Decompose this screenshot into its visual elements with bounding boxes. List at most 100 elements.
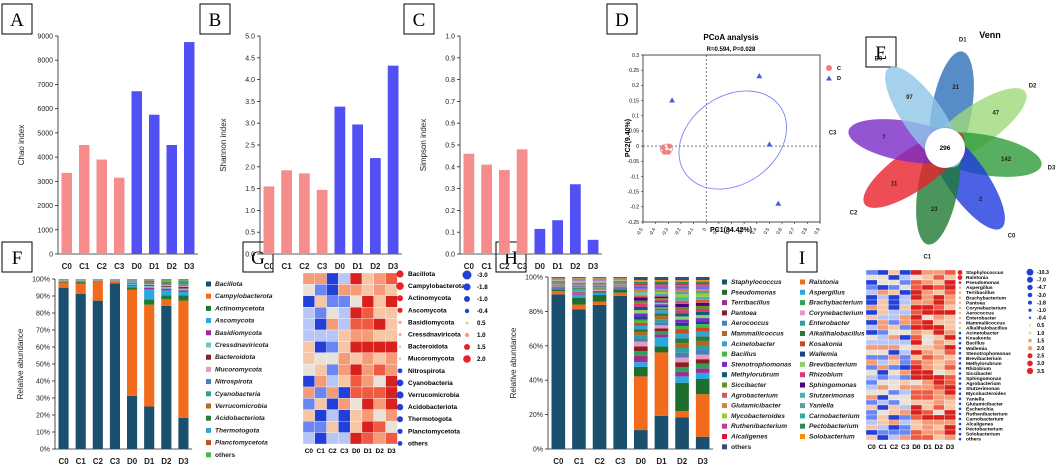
heat-cell [866,405,877,410]
heat-cell [900,385,911,390]
heat-row-marker [396,270,403,277]
y-tick-label: 7000 [37,82,53,89]
segment-D2-Rhizobium [675,310,689,313]
x-tick-label: D1 [353,262,364,271]
heat-cell [374,433,386,444]
segment-D3-Bacteroidota [178,287,188,289]
heat-cell [900,375,911,380]
y-tick-label: 40% [36,379,50,386]
y-tick-label: 0.5 [445,143,455,150]
heat-cell [911,305,922,310]
segment-D3-Stenotrophomonas [696,318,710,321]
heat-cell [944,435,955,440]
segment-D2-Mycobacteroides [675,294,689,297]
legend-label: Siccibacter [731,382,767,389]
bar-C1 [281,170,292,254]
heat-row-marker [397,380,404,387]
segment-C1-others [572,277,586,278]
segment-D3-Actinomycetota [178,295,188,300]
segment-D3-Yaniella [696,291,710,294]
venn-count-D3: 142 [1001,157,1012,163]
segment-D0-Mucoromycota [127,283,137,284]
heat-cell [944,290,955,295]
bar-C3 [114,178,125,254]
heat-cell [933,430,944,435]
heat-cell [933,295,944,300]
x-tick-label: D3 [588,262,599,271]
heat-cell [338,376,350,387]
legend-label: Rhizobium [809,372,843,379]
x-tick-label: 0.7 [788,227,797,236]
heat-cell [315,341,327,352]
segment-D3-Thermotogota [178,282,188,283]
legend-label: Brachybacterium [809,300,863,307]
segment-D3-Brachybacterium [696,364,710,369]
segment-D3-Glutamicibacter [696,289,710,291]
heat-cell [922,365,933,370]
heat-cell [327,319,339,330]
heat-cell [933,340,944,345]
y-tick-label: -0.25 [628,220,640,226]
heat-cell [303,433,315,444]
legend-label: Actinomycetota [214,305,265,312]
heat-row-label: Cressdnaviricota [408,332,461,339]
segment-D1-Mucoromycota [144,284,154,285]
svg-text:B: B [209,10,222,31]
heat-cell [362,353,374,364]
legend-swatch [800,321,805,326]
heat-cell [866,385,877,390]
heat-cell [933,350,944,355]
legend-swatch [206,391,211,396]
segment-D0-others [634,277,648,280]
segment-C2-Pantoea [593,291,607,292]
segment-D1-Glutamicibacter [655,289,669,291]
panel-letter-A: A [2,4,32,34]
heat-cell [922,350,933,355]
segment-D3-Corynebacterium [696,355,710,360]
segment-D2-Stutzerimonas [675,298,689,301]
heat-cell [911,300,922,305]
heat-cell [350,341,362,352]
segment-D3-Sphingomonas [696,303,710,306]
segment-D1-Thermotogota [144,280,154,281]
legend-swatch [722,413,727,418]
heat-cell [362,387,374,398]
legend-swatch [722,331,727,336]
heat-cell [900,310,911,315]
heat-cell [933,345,944,350]
heat-cell [362,296,374,307]
heat-cell [877,275,888,280]
heat-cell [911,360,922,365]
segment-D3-Aspergillus [696,373,710,379]
scale-label: -10.3 [1037,270,1049,276]
scale-marker [1028,293,1033,298]
venn-count-D0: 97 [906,95,913,101]
heat-cell [374,341,386,352]
segment-D3-Cressdnaviricota [178,288,188,290]
heat-cell [888,420,899,425]
heat-cell [338,307,350,318]
heat-cell [877,430,888,435]
segment-D3-Mammaliicoccus [696,341,710,346]
segment-C0-others [59,279,69,280]
x-tick-label: D1 [553,262,564,271]
heat-cell [911,285,922,290]
heat-cell [922,305,933,310]
alpha-panel-C: 0.00.10.20.30.40.50.60.70.80.91.0Simpson… [419,34,602,272]
y-tick-label: 3000 [37,179,53,186]
scale-marker [1027,285,1032,290]
segment-D0-Ascomycota [127,286,137,287]
heat-cell [877,325,888,330]
heat-cell [386,341,398,352]
y-tick-label: 1.5 [245,186,255,193]
heat-cell [944,320,955,325]
segment-D1-Mammaliicoccus [655,316,669,319]
heat-cell [888,330,899,335]
heat-col-label: C0 [867,444,876,451]
segment-D1-Acinetobacter [655,310,669,313]
venn-label-C0: C0 [1008,234,1016,240]
segment-D3-Basidiomycota [178,290,188,292]
panel-letter-C: C [404,4,434,34]
y-tick-label: 1000 [37,227,53,234]
segment-C1-Pantoea [572,292,586,293]
